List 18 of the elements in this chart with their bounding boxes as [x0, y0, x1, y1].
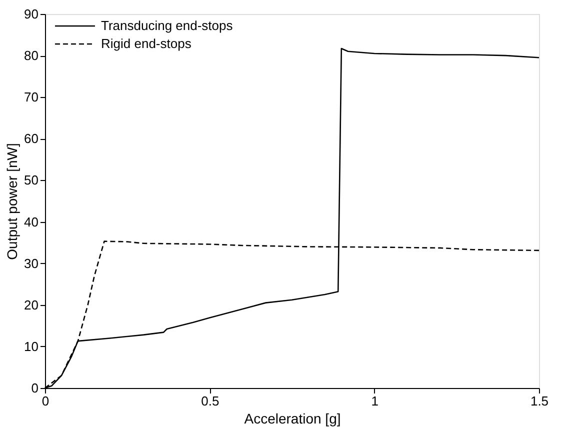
x-tick-label: 1: [371, 394, 378, 408]
y-tick-label: 80: [24, 48, 38, 64]
x-tick-label: 0: [42, 394, 50, 408]
y-tick-label: 70: [24, 90, 38, 105]
y-tick-label: 30: [24, 256, 38, 271]
y-tick-label: 20: [24, 297, 38, 312]
y-tick-label: 90: [24, 6, 38, 22]
y-axis-title: Output power [nW]: [4, 143, 20, 260]
y-tick-label: 10: [24, 338, 38, 354]
legend-label: Transducing end-stops: [101, 18, 234, 33]
legend-label: Rigid end-stops: [101, 36, 192, 51]
x-tick-label: 0.5: [201, 394, 220, 408]
y-tick-label: 60: [24, 131, 38, 146]
x-axis-title: Acceleration [g]: [244, 410, 341, 426]
y-tick-label: 0: [31, 380, 38, 396]
y-tick-label: 40: [24, 214, 38, 230]
y-tick-label: 50: [24, 172, 38, 188]
x-tick-label: 1.5: [530, 394, 549, 408]
